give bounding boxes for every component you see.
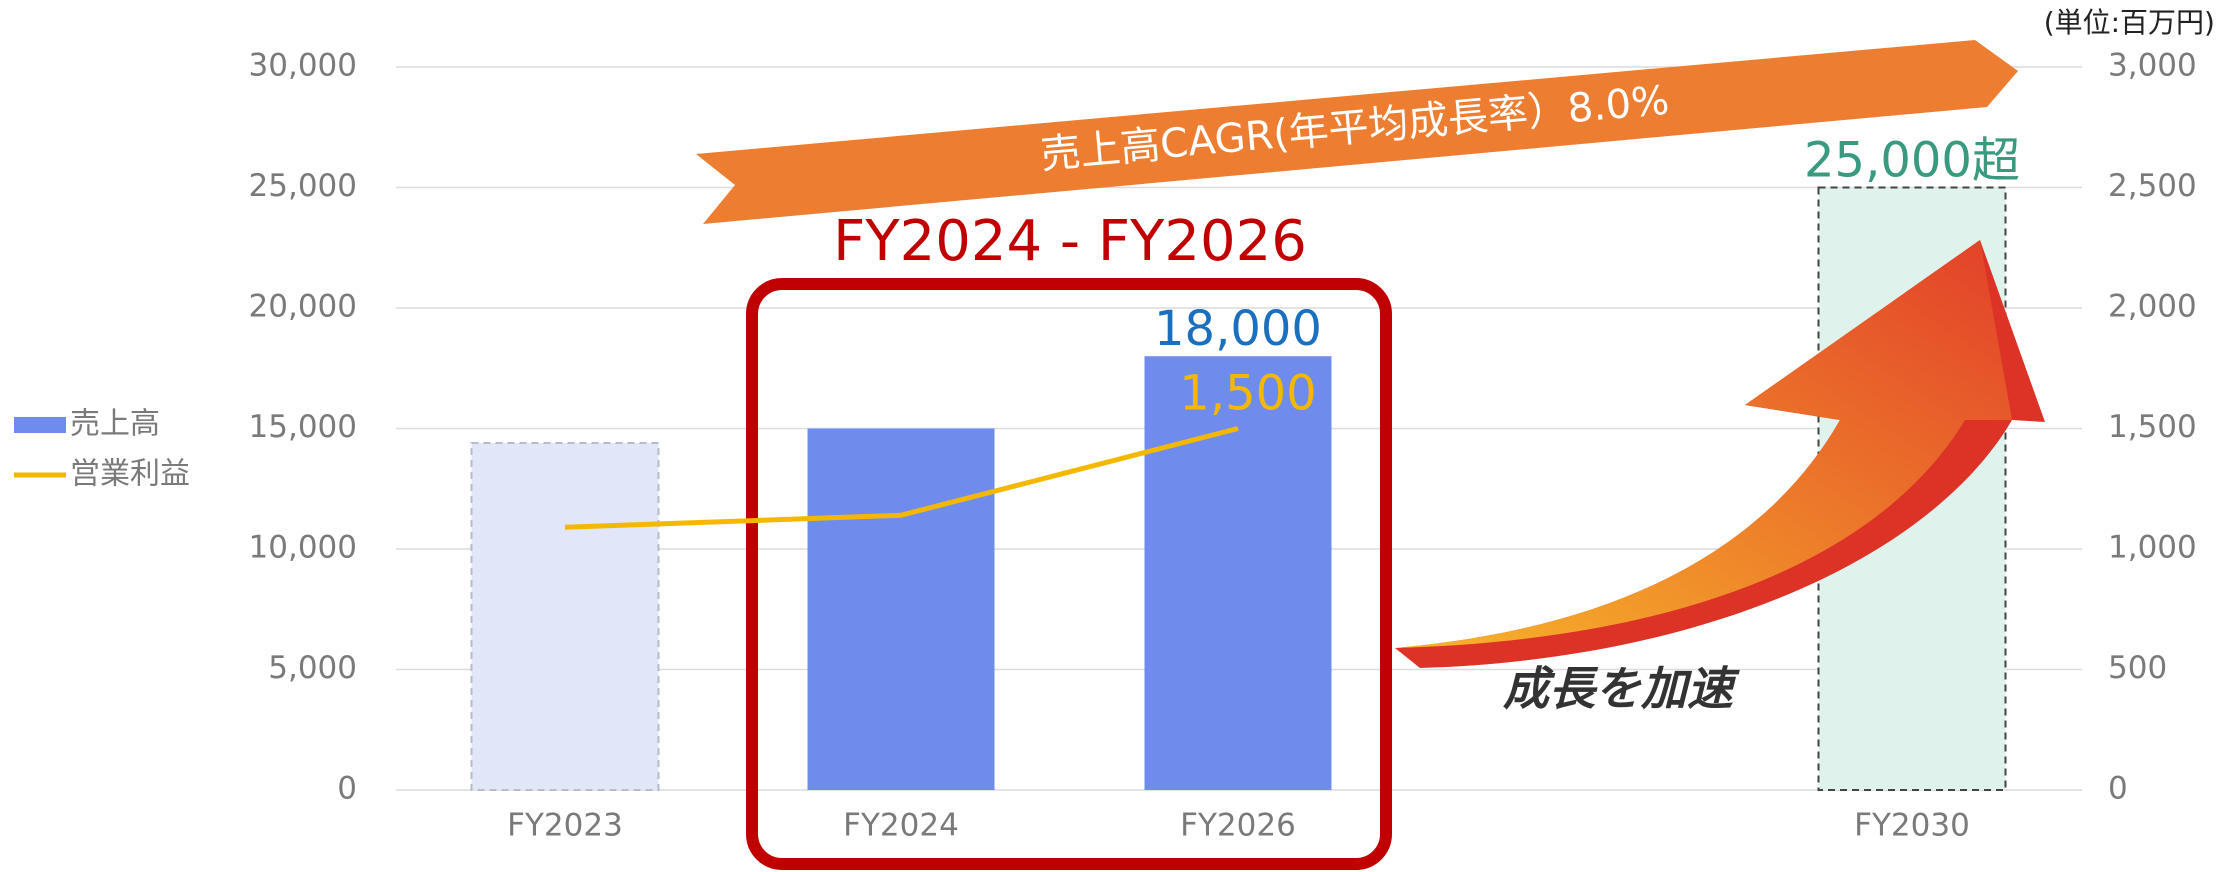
y2-tick-label: 0 [2108, 771, 2128, 807]
period-frame [746, 278, 1392, 870]
y2-tick-label: 1,000 [2108, 530, 2197, 566]
cagr-banner [696, 40, 2018, 224]
x-tick-label: FY2026 [1180, 808, 1296, 844]
y-tick-label: 10,000 [249, 530, 357, 566]
y2-tick-label: 2,000 [2108, 289, 2197, 325]
y2-tick-label: 3,000 [2108, 48, 2197, 84]
bar-value-label: 25,000超 [1804, 133, 2020, 189]
y-tick-label: 0 [337, 771, 357, 807]
growth-arrow [1395, 240, 2012, 648]
period-label: FY2024 - FY2026 [833, 209, 1307, 274]
x-tick-label: FY2030 [1854, 808, 1970, 844]
legend-swatch [14, 417, 66, 433]
legend-label: 売上高 [70, 407, 160, 442]
bar [807, 428, 995, 790]
line [564, 426, 1239, 530]
y-tick-label: 5,000 [268, 650, 357, 686]
unit-note: (単位:百万円) [2044, 6, 2215, 39]
legend-label: 営業利益 [70, 457, 190, 492]
y-tick-label: 15,000 [249, 409, 357, 445]
x-tick-label: FY2024 [843, 808, 959, 844]
bar [470, 441, 660, 791]
y2-tick-label: 500 [2108, 650, 2167, 686]
x-tick-label: FY2023 [507, 808, 623, 844]
bar-value-label: 18,000 [1154, 301, 1322, 357]
y2-tick-label: 1,500 [2108, 409, 2197, 445]
y-tick-label: 30,000 [249, 48, 357, 84]
y-tick-label: 20,000 [249, 289, 357, 325]
y-tick-label: 25,000 [249, 168, 357, 204]
y2-tick-label: 2,500 [2108, 168, 2197, 204]
growth-label: 成長を加速 [1503, 662, 1740, 716]
line-value-label: 1,500 [1179, 366, 1316, 422]
